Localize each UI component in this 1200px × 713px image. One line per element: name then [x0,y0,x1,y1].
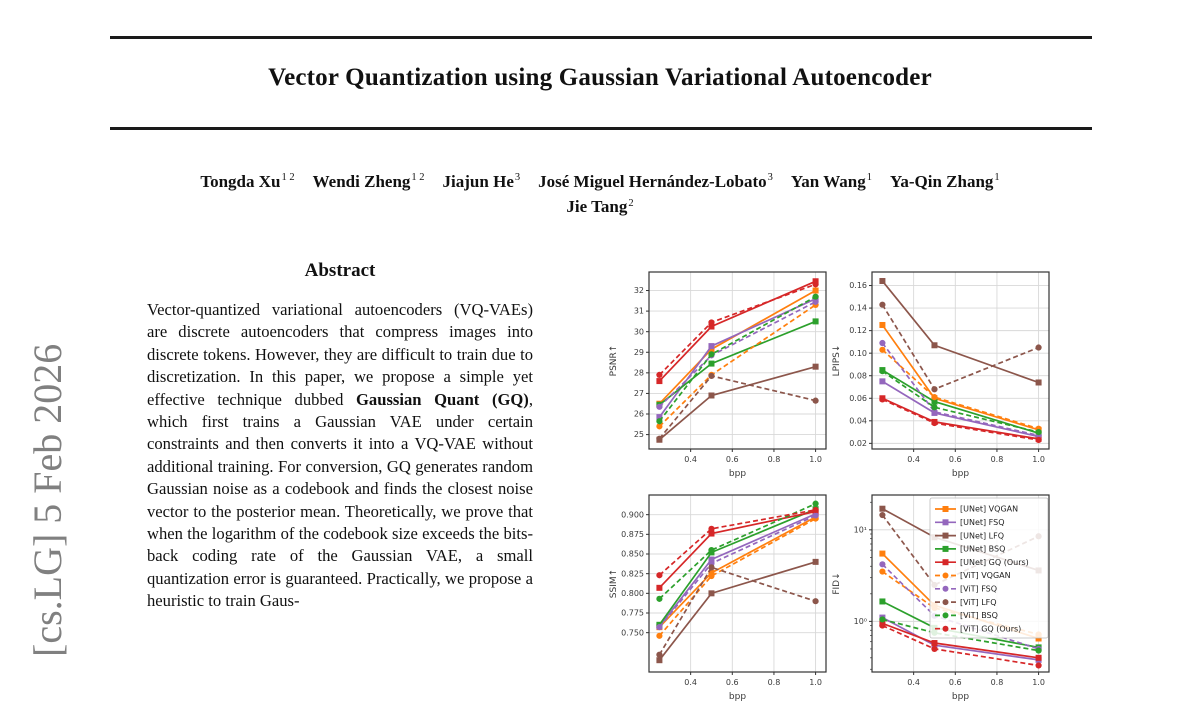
svg-text:0.875: 0.875 [621,530,644,539]
svg-text:0.4: 0.4 [684,678,697,687]
svg-text:bpp: bpp [729,692,746,702]
svg-text:[ViT] BSQ: [ViT] BSQ [960,611,998,620]
svg-text:[ViT] VQGAN: [ViT] VQGAN [960,571,1011,580]
results-figure: 0.4 0.6 0.8 1.0 25 26 27 28 29 30 31 32 PSNR↑ bpp 0.4 0… [605,267,1051,713]
svg-text:0.775: 0.775 [621,609,644,618]
authors: Tongda Xu1 2 Wendi Zheng1 2 Jiajun He3 José… [0,167,1200,218]
svg-text:[UNet] GQ (Ours): [UNet] GQ (Ours) [960,558,1029,567]
svg-text:1.0: 1.0 [809,455,822,464]
svg-text:0.8: 0.8 [991,455,1004,464]
author: José Miguel Hernández-Lobato3 [538,171,773,191]
svg-text:0.06: 0.06 [849,394,867,403]
svg-text:0.800: 0.800 [621,589,644,598]
svg-text:0.02: 0.02 [849,439,867,448]
svg-text:bpp: bpp [729,469,746,479]
svg-text:[UNet] LFQ: [UNet] LFQ [960,531,1004,540]
svg-text:[UNet] BSQ: [UNet] BSQ [960,545,1005,554]
svg-text:0.12: 0.12 [849,326,867,335]
svg-text:27: 27 [634,389,644,398]
ssim-chart: 0.4 0.6 0.8 1.0 0.750 0.775 0.800 0.825 0.850 0.8… [609,494,827,702]
svg-text:0.16: 0.16 [849,281,867,290]
svg-text:1.0: 1.0 [809,678,822,687]
svg-text:10¹: 10¹ [854,525,867,534]
svg-text:0.4: 0.4 [907,678,920,687]
svg-text:0.04: 0.04 [849,416,867,425]
svg-text:[UNet] VQGAN: [UNet] VQGAN [960,505,1018,514]
author: Wendi Zheng1 2 [312,171,425,191]
author-row: Tongda Xu1 2 Wendi Zheng1 2 Jiajun He3 José… [0,167,1200,193]
svg-text:28: 28 [634,368,644,377]
svg-text:0.10: 0.10 [849,349,867,358]
svg-text:[ViT] FSQ: [ViT] FSQ [960,585,997,594]
title-bottom-rule [110,127,1092,130]
svg-text:31: 31 [634,307,644,316]
svg-text:LPIPS↓: LPIPS↓ [832,345,842,377]
svg-text:SSIM↑: SSIM↑ [609,569,619,598]
svg-text:0.6: 0.6 [949,678,962,687]
svg-text:30: 30 [634,327,644,336]
svg-text:0.900: 0.900 [621,510,644,519]
svg-text:bpp: bpp [952,469,969,479]
svg-text:0.8: 0.8 [768,678,781,687]
svg-text:10⁰: 10⁰ [854,617,867,626]
svg-text:1.0: 1.0 [1032,455,1045,464]
paper-title: Vector Quantization using Gaussian Varia… [268,64,932,91]
author: Tongda Xu1 2 [200,171,295,191]
svg-text:0.14: 0.14 [849,304,867,313]
svg-text:[UNet] FSQ: [UNet] FSQ [960,518,1005,527]
top-rule [110,36,1092,39]
author: Ya-Qin Zhang1 [889,171,1000,191]
svg-text:0.4: 0.4 [684,455,697,464]
svg-text:0.4: 0.4 [907,455,920,464]
svg-text:bpp: bpp [952,692,969,702]
lpips-chart: 0.4 0.6 0.8 1.0 0.02 0.04 0.06 0.08 0.10 0.12 0.14… [832,271,1050,479]
svg-text:0.6: 0.6 [726,678,739,687]
svg-text:32: 32 [634,286,644,295]
svg-text:FID↓: FID↓ [832,572,842,594]
abstract-text: Vector-quantized variational autoencoder… [147,300,533,611]
author: Yan Wang1 [790,171,872,191]
svg-text:29: 29 [634,348,644,357]
svg-text:0.6: 0.6 [726,455,739,464]
svg-text:0.6: 0.6 [949,455,962,464]
svg-text:0.8: 0.8 [991,678,1004,687]
arxiv-watermark: [cs.LG] 5 Feb 2026 [25,343,70,657]
svg-text:26: 26 [634,410,644,419]
author: Jiajun He3 [442,171,521,191]
svg-text:0.750: 0.750 [621,628,644,637]
author-row: Jie Tang2 [0,193,1200,219]
abstract-heading: Abstract [304,260,376,281]
svg-text:25: 25 [634,430,644,439]
svg-text:PSNR↑: PSNR↑ [609,345,619,377]
chart-legend: [UNet] VQGAN [UNet] FSQ [UNet] LFQ [UNet] B… [929,497,1049,639]
svg-text:1.0: 1.0 [1032,678,1045,687]
svg-text:[ViT] LFQ: [ViT] LFQ [960,598,997,607]
svg-text:[ViT] GQ (Ours): [ViT] GQ (Ours) [960,624,1021,633]
svg-text:0.8: 0.8 [768,455,781,464]
svg-text:0.08: 0.08 [849,371,867,380]
psnr-chart: 0.4 0.6 0.8 1.0 25 26 27 28 29 30 31 32 PSNR↑ bpp [609,271,827,479]
svg-text:0.825: 0.825 [621,569,644,578]
author: Jie Tang2 [566,197,634,217]
svg-text:0.850: 0.850 [621,550,644,559]
